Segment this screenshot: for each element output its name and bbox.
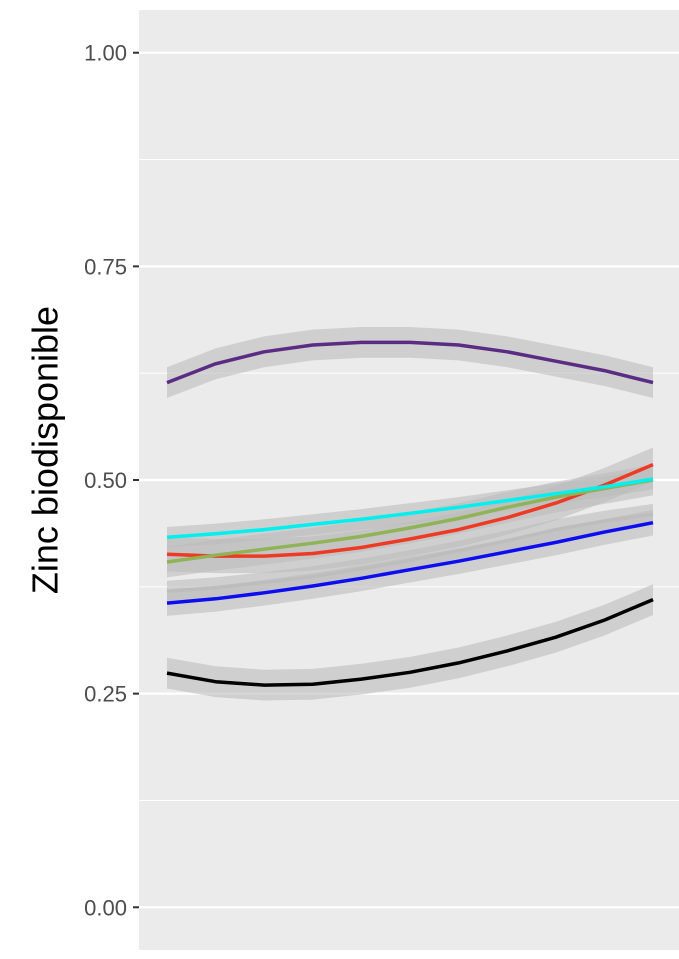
y-tick-label: 0.75 (84, 254, 127, 279)
y-tick-label: 0.50 (84, 468, 127, 493)
series-line-6 (166, 520, 654, 605)
series-line-3 (166, 478, 654, 564)
y-axis-tick-labels: 0.00 0.25 0.50 0.75 1.00 (84, 41, 127, 921)
series-line-7 (166, 597, 654, 687)
series-line-1 (166, 340, 654, 385)
series-line-2 (166, 462, 654, 558)
y-tick-label: 0.25 (84, 682, 127, 707)
y-axis-title: Zinc biodisponible (25, 306, 66, 594)
y-axis-ticks (133, 51, 139, 909)
y-tick-label: 0.00 (84, 895, 127, 920)
confidence-band-7 (167, 584, 653, 701)
confidence-band-1 (167, 327, 653, 398)
y-tick-label: 1.00 (84, 41, 127, 66)
series-line-5 (166, 512, 654, 593)
series-line-4 (166, 477, 654, 540)
series-lines (166, 340, 654, 687)
